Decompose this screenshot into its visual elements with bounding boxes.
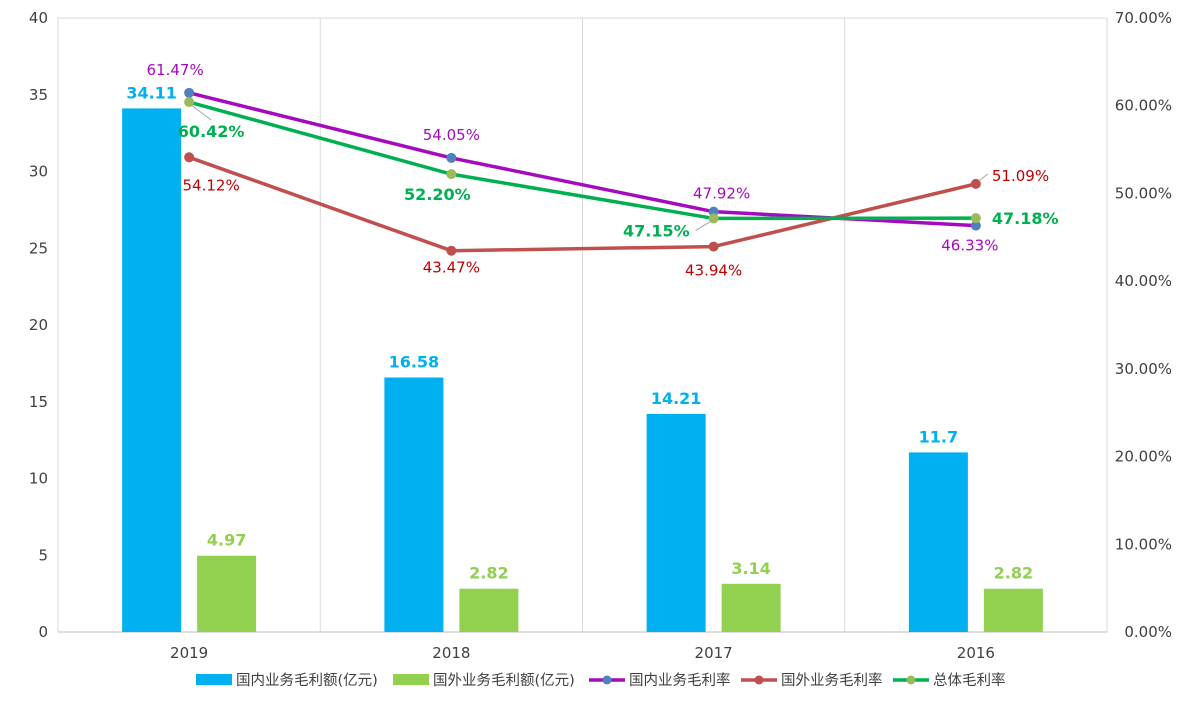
bar (459, 588, 519, 632)
line-value-label: 61.47% (147, 61, 204, 79)
data-labels: 34.11 16.58 14.21 11.7 4.97 2.82 3.14 2.82 61.47… (126, 61, 1058, 583)
y-left-tick-label: 35 (29, 86, 48, 104)
line-value-label: 60.42% (178, 122, 245, 141)
line-value-label: 47.18% (992, 209, 1059, 228)
x-tick-label: 2018 (432, 644, 470, 662)
bar-value-label: 3.14 (731, 559, 770, 578)
y-left-tick-label: 5 (38, 546, 48, 564)
series-marker (446, 245, 457, 256)
series-marker (184, 97, 195, 108)
x-tick-label: 2017 (695, 644, 733, 662)
legend: 国内业务毛利额(亿元) 国外业务毛利额(亿元) 国内业务毛利率 国外业务毛利率 总体毛利… (196, 672, 1006, 689)
legend-label: 总体毛利率 (933, 672, 1006, 689)
bar (983, 588, 1043, 632)
y-left-tick-label: 10 (29, 470, 48, 488)
line-value-label: 52.20% (404, 185, 471, 204)
bar-value-label: 2.82 (994, 564, 1033, 583)
legend-swatch (393, 674, 429, 685)
bar-value-label: 2.82 (469, 564, 508, 583)
line-value-label: 43.47% (423, 259, 480, 277)
legend-label: 国外业务毛利率 (781, 672, 883, 689)
line-value-label: 43.94% (685, 262, 742, 280)
legend-marker (906, 675, 916, 685)
legend-marker (754, 675, 764, 685)
series-marker (446, 169, 457, 180)
bar (721, 583, 781, 632)
label-leader-line (695, 220, 711, 231)
line-value-label: 47.92% (693, 185, 750, 203)
bar-value-label: 11.7 (919, 427, 958, 446)
y-left-tick-label: 30 (29, 163, 48, 181)
y-right-tick-label: 70.00% (1115, 9, 1172, 27)
line-value-label: 46.33% (941, 237, 998, 255)
series-marker (184, 152, 195, 163)
x-tick-label: 2016 (957, 644, 995, 662)
y-left-tick-label: 40 (29, 9, 48, 27)
series-line (187, 100, 978, 221)
legend-swatch (196, 674, 232, 685)
label-leader-line (190, 104, 212, 121)
series-marker (446, 152, 457, 163)
legend-label: 国外业务毛利额(亿元) (433, 672, 575, 689)
bar (908, 452, 968, 632)
bar (646, 413, 706, 632)
x-tick-label: 2019 (170, 644, 208, 662)
bar (384, 377, 444, 632)
bar (197, 555, 257, 632)
bar-value-label: 16.58 (389, 352, 440, 371)
y-left-tick-label: 15 (29, 393, 48, 411)
y-right-tick-label: 10.00% (1115, 535, 1172, 553)
series-line (187, 155, 978, 253)
label-leader-line (978, 173, 989, 182)
y-right-tick-label: 0.00% (1124, 623, 1172, 641)
legend-marker (602, 675, 612, 685)
y-left-tick-label: 0 (38, 623, 48, 641)
series-marker (708, 213, 719, 224)
y-right-tick-label: 30.00% (1115, 360, 1172, 378)
series-marker (708, 241, 719, 252)
line-value-label: 54.05% (423, 126, 480, 144)
series-marker (184, 87, 195, 98)
line-value-label: 54.12% (183, 176, 240, 194)
series-marker (970, 178, 981, 189)
bar-value-label: 34.11 (126, 83, 177, 102)
lines (184, 87, 981, 256)
y-right-tick-label: 60.00% (1115, 97, 1172, 115)
bar-value-label: 14.21 (651, 389, 702, 408)
bar-value-label: 4.97 (207, 531, 246, 550)
series-marker (970, 213, 981, 224)
y-right-tick-label: 50.00% (1115, 184, 1172, 202)
bar (122, 108, 182, 632)
line-value-label: 51.09% (992, 167, 1049, 185)
line-value-label: 47.15% (623, 221, 690, 240)
y-left-tick-label: 25 (29, 239, 48, 257)
bars (122, 108, 1043, 632)
legend-label: 国内业务毛利额(亿元) (236, 672, 378, 689)
y-right-tick-label: 20.00% (1115, 448, 1172, 466)
y-left-tick-label: 20 (29, 316, 48, 334)
y-right-tick-label: 40.00% (1115, 272, 1172, 290)
legend-label: 国内业务毛利率 (629, 672, 731, 689)
